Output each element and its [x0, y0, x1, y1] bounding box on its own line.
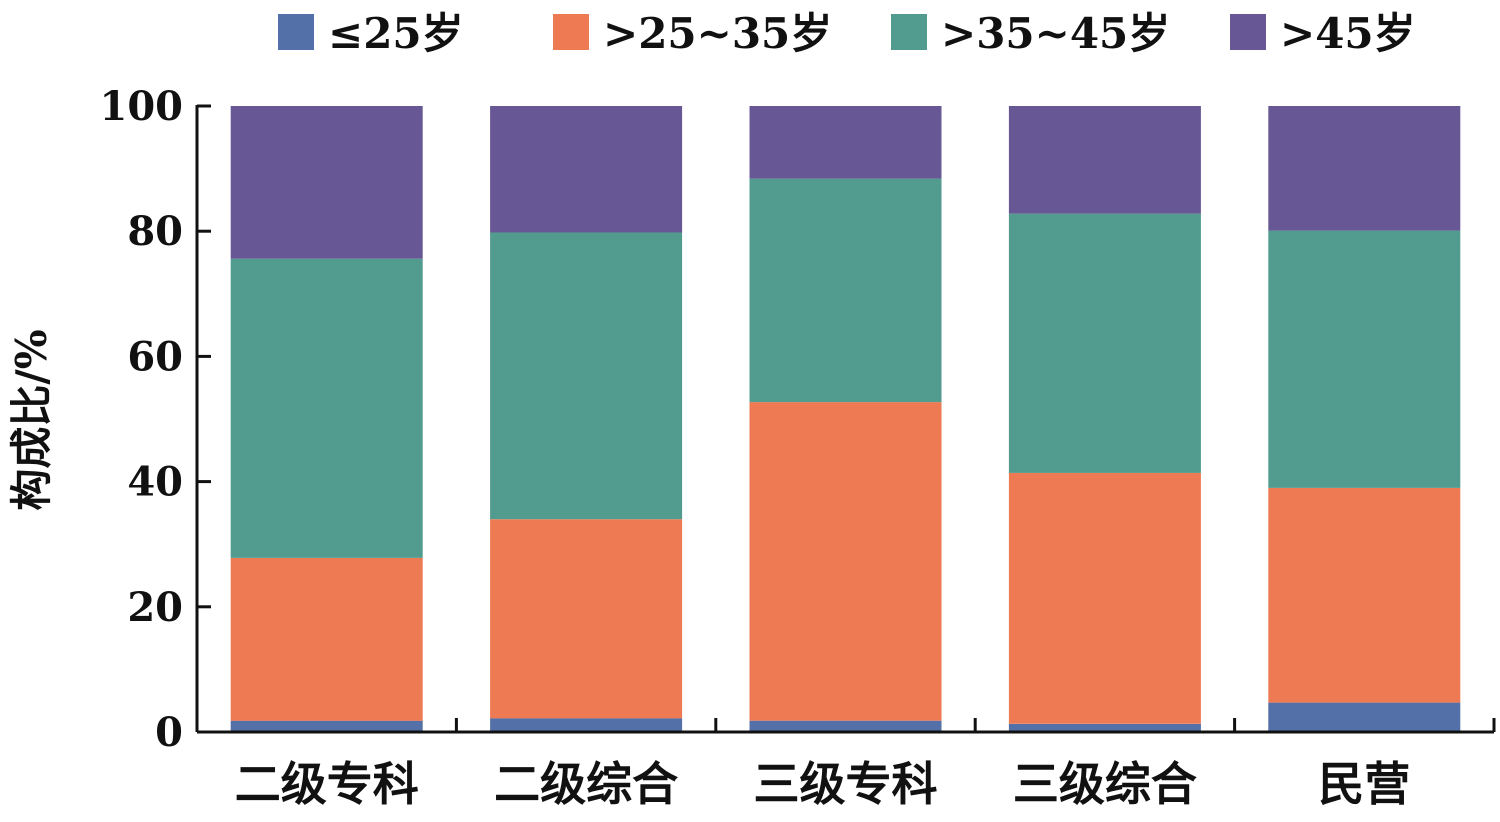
x-tick-label: 三级专科: [754, 757, 938, 811]
legend-label: >35~45岁: [941, 9, 1170, 58]
y-tick-label: 40: [127, 459, 183, 506]
bar-segment-4-series-4: [1008, 106, 1201, 214]
bar-segment-1-series-1: [230, 720, 423, 732]
legend-swatch: [278, 14, 314, 50]
legend-label: >45岁: [1280, 9, 1416, 58]
legend-item-1: ≤25岁: [278, 9, 464, 58]
legend-label: ≤25岁: [328, 9, 464, 58]
legend-swatch: [1230, 14, 1266, 50]
bar-segment-3-series-3: [749, 178, 942, 403]
x-tick-label: 二级专科: [235, 757, 419, 811]
bar-segment-3-series-4: [749, 106, 942, 179]
axes: [195, 105, 1496, 734]
bars: [230, 106, 1461, 732]
y-ticks: 0 20 40 60 80 100: [100, 83, 211, 756]
y-axis-title: 构成比/%: [7, 329, 56, 510]
y-tick-label: 60: [127, 333, 183, 380]
legend-swatch: [891, 14, 927, 50]
bar-segment-5-series-3: [1268, 230, 1461, 488]
bar-segment-3-series-2: [749, 402, 942, 721]
bar-segment-2-series-1: [490, 718, 683, 732]
bar-segment-1-series-2: [230, 558, 423, 721]
legend-item-4: >45岁: [1230, 9, 1416, 58]
bar-segment-2-series-3: [490, 232, 683, 520]
x-tick-labels: 二级专科 二级综合 三级专科 三级综合 民营: [235, 757, 1411, 811]
bar-segment-3-series-1: [749, 720, 942, 732]
legend-swatch: [553, 14, 589, 50]
bar-segment-4-series-2: [1008, 472, 1201, 724]
x-tick-label: 二级综合: [494, 757, 678, 811]
legend-item-3: >35~45岁: [891, 9, 1170, 58]
bar-segment-2-series-2: [490, 519, 683, 719]
legend-item-2: >25~35岁: [553, 9, 832, 58]
bar-segment-1-series-4: [230, 106, 423, 259]
bar-segment-1-series-3: [230, 258, 423, 558]
y-tick-label: 100: [100, 83, 184, 130]
bar-segment-2-series-4: [490, 106, 683, 233]
legend-label: >25~35岁: [603, 9, 832, 58]
bar-segment-5-series-1: [1268, 702, 1461, 732]
bar-segment-4-series-1: [1008, 723, 1201, 732]
bar-segment-4-series-3: [1008, 213, 1201, 473]
x-tick-label: 三级综合: [1013, 757, 1197, 811]
bar-segment-5-series-4: [1268, 106, 1461, 231]
bar-segment-5-series-2: [1268, 487, 1461, 703]
y-tick-label: 0: [155, 709, 183, 756]
y-tick-label: 80: [127, 208, 183, 255]
x-tick-label: 民营: [1318, 757, 1410, 811]
y-tick-label: 20: [127, 584, 183, 631]
legend: ≤25岁 >25~35岁 >35~45岁 >45岁: [278, 9, 1416, 58]
